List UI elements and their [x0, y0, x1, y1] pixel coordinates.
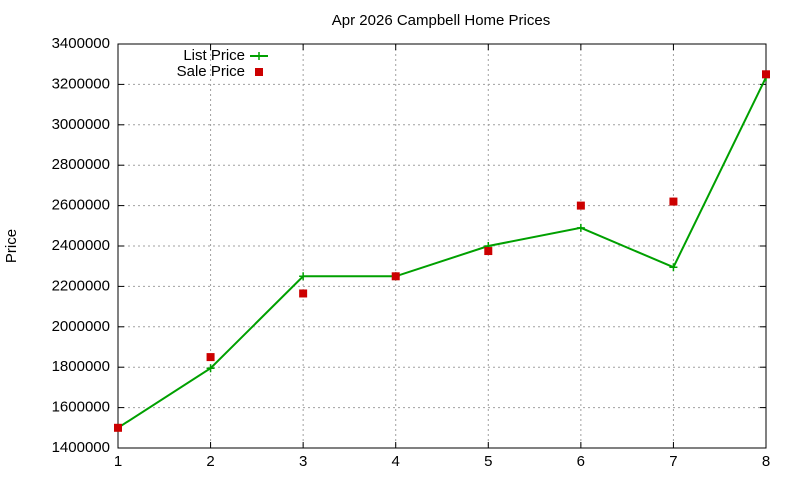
legend-label: List Price [183, 47, 245, 64]
y-tick-label: 2600000 [52, 197, 110, 214]
point-marker [114, 423, 122, 432]
x-tick-label: 3 [299, 453, 307, 470]
y-tick-label: 1800000 [52, 358, 110, 375]
point-marker [762, 70, 770, 79]
plot-frame [117, 43, 767, 449]
chart-title: Apr 2026 Campbell Home Prices [332, 12, 550, 29]
legend-label: Sale Price [177, 63, 245, 80]
legend-marker [255, 68, 263, 76]
point-marker [299, 272, 308, 281]
legend-marker [255, 52, 263, 60]
x-tick-label: 5 [484, 453, 492, 470]
x-tick-label: 8 [762, 453, 770, 470]
x-tick-label: 2 [206, 453, 214, 470]
x-tick-label: 1 [114, 453, 122, 470]
point-marker [484, 247, 493, 256]
x-tick-label: 6 [577, 453, 585, 470]
y-tick-label: 1600000 [52, 399, 110, 416]
point-marker [669, 197, 678, 206]
y-tick-label: 1400000 [52, 439, 110, 456]
point-marker [669, 263, 678, 272]
y-tick-label: 2200000 [52, 277, 110, 294]
y-tick-label: 2800000 [52, 156, 110, 173]
line [117, 76, 767, 429]
point-marker [576, 201, 585, 210]
x-tick-label: 7 [669, 453, 677, 470]
x-tick-label: 4 [392, 453, 400, 470]
y-tick-label: 3200000 [52, 75, 110, 92]
y-tick-label: 2400000 [52, 237, 110, 254]
y-axis-label: Price [3, 229, 20, 263]
y-tick-label: 2000000 [52, 318, 110, 335]
point-marker [299, 289, 308, 298]
y-tick-label: 3400000 [52, 35, 110, 52]
point-marker [206, 364, 215, 373]
point-marker [391, 272, 400, 281]
y-tick-label: 3000000 [52, 116, 110, 133]
point-marker [206, 353, 215, 362]
point-marker [576, 223, 585, 232]
